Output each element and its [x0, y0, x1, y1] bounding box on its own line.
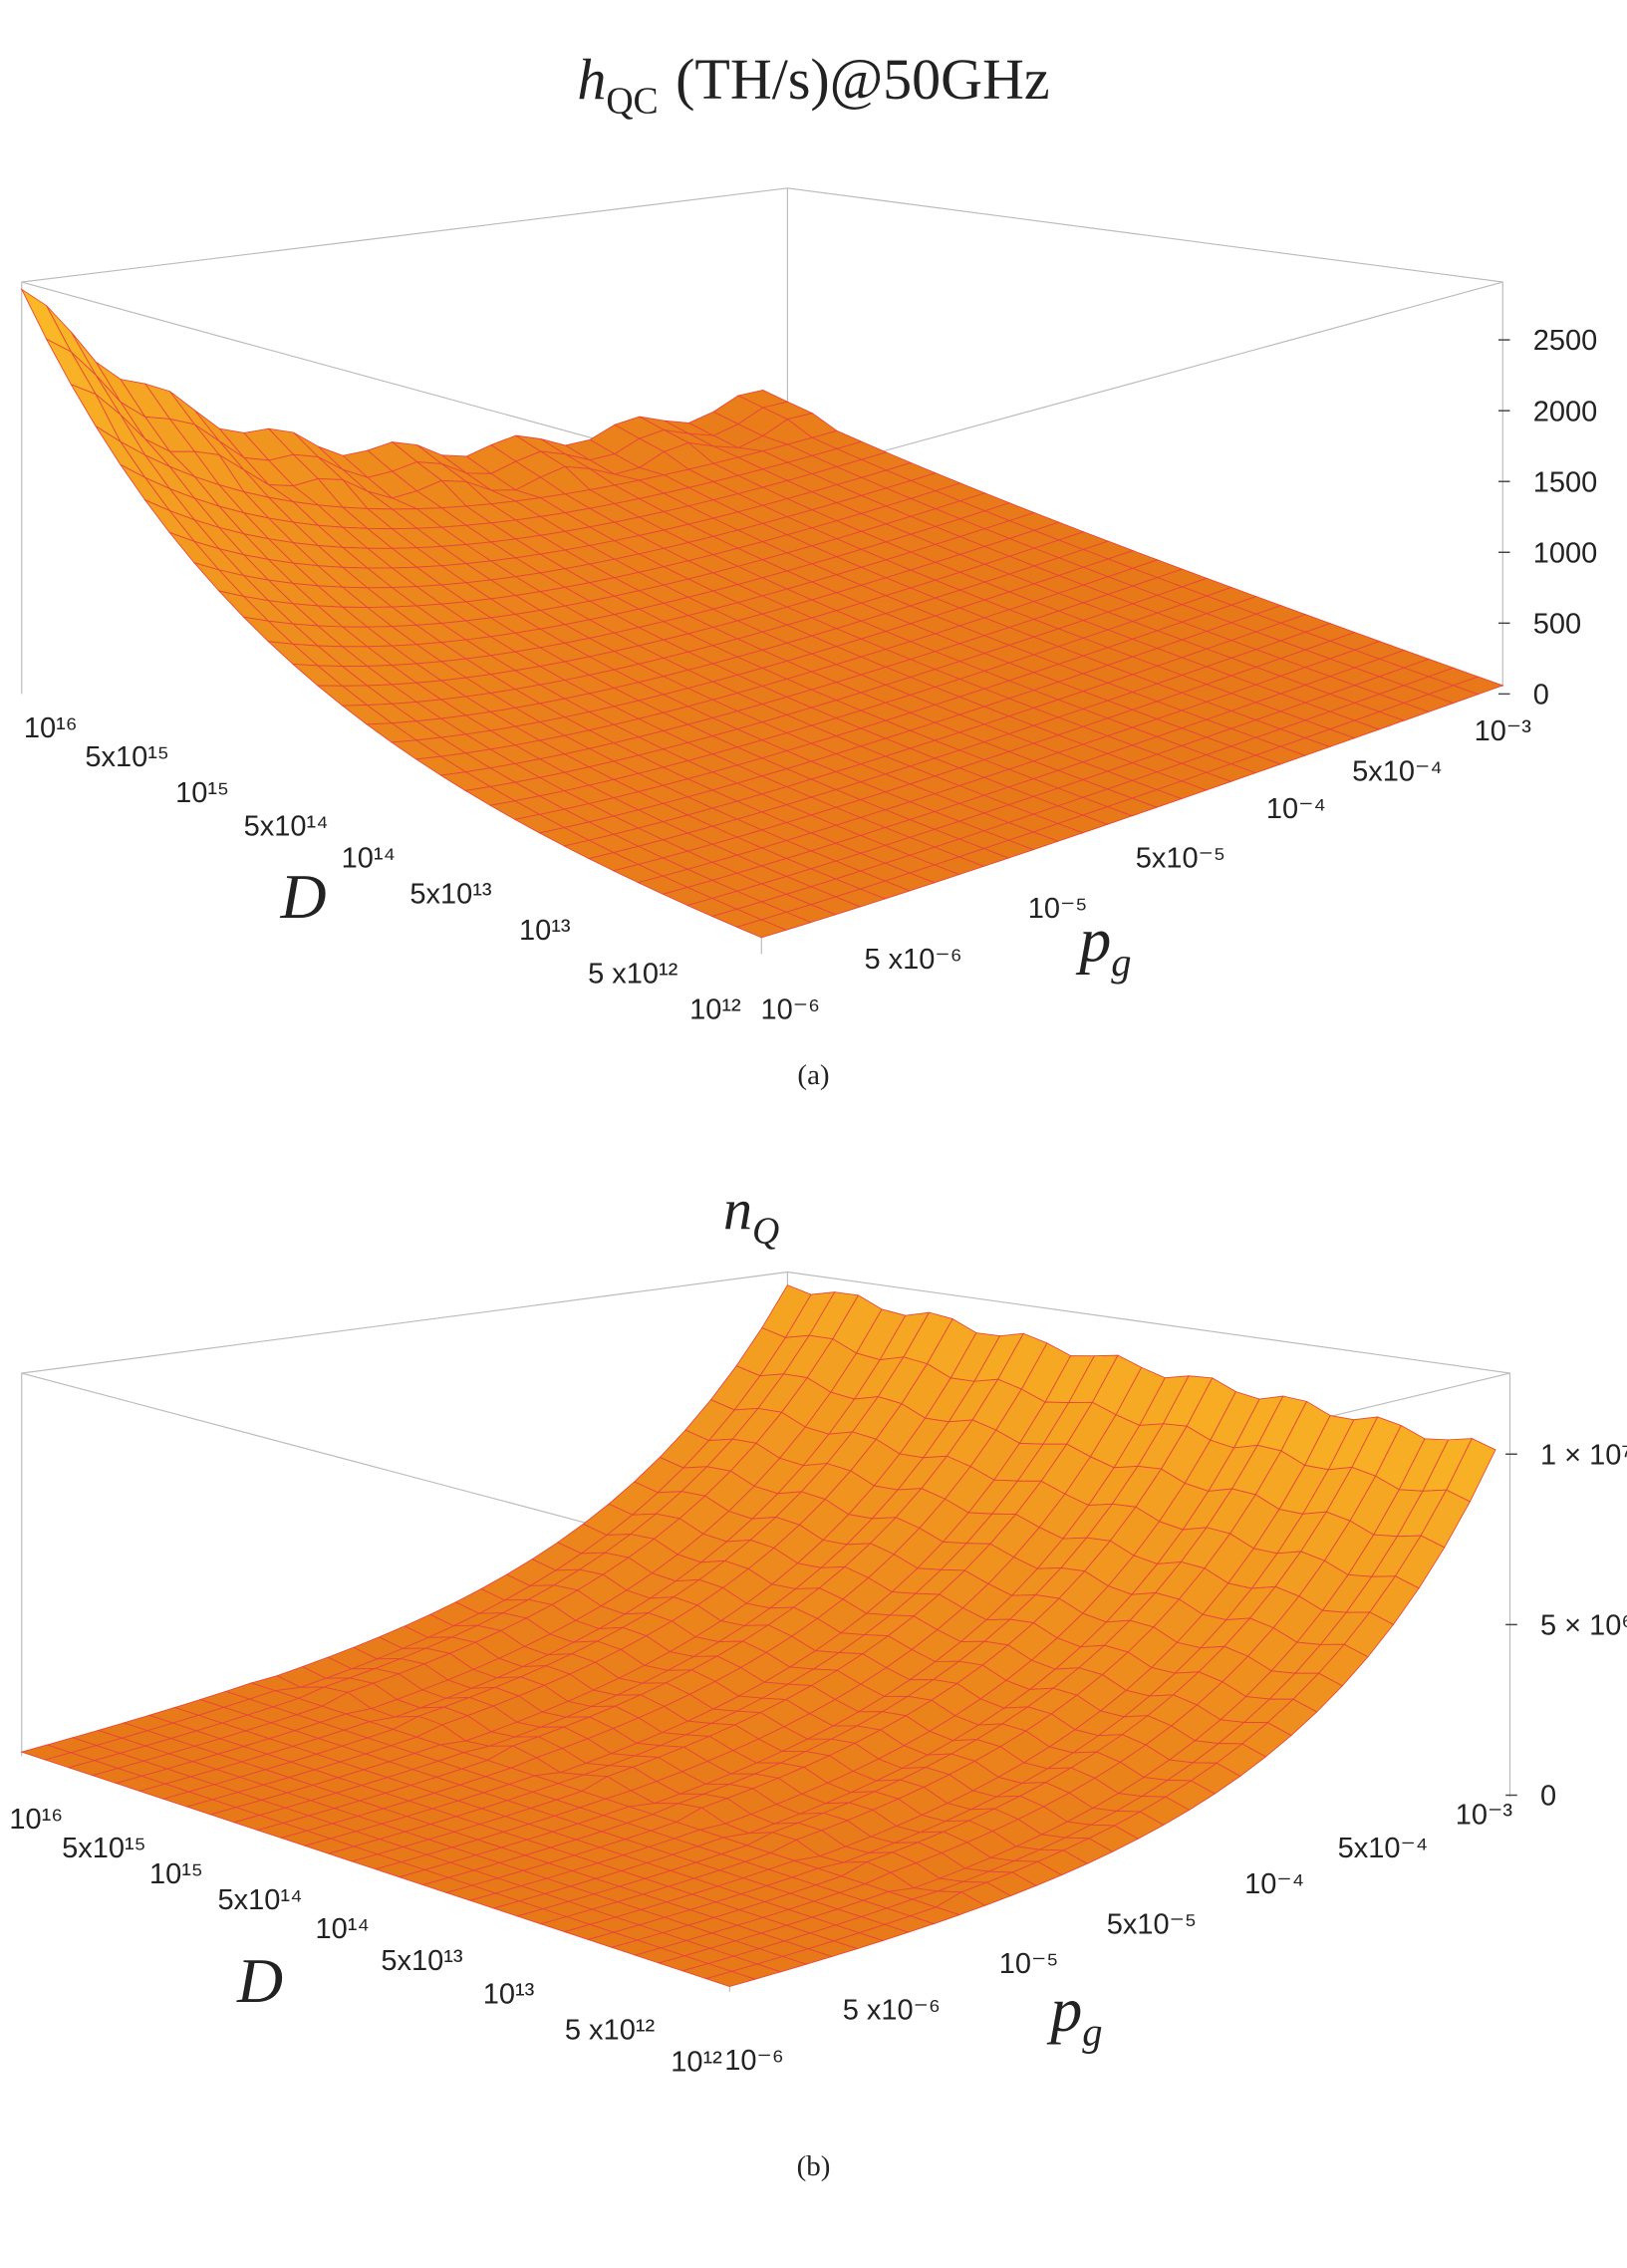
- x-tick-label: 5x10⁻⁵: [1107, 1909, 1197, 1941]
- y-tick-label: 10¹²: [671, 2046, 722, 2078]
- x-tick-label: 10⁻⁴: [1266, 793, 1326, 825]
- y-tick-label: 10¹⁵: [175, 777, 229, 809]
- y-tick-label: 10¹⁵: [149, 1858, 203, 1890]
- surface-plot: [20, 1284, 1496, 1987]
- x-axis-label: pg: [1046, 1974, 1102, 2055]
- x-tick-label: 10⁻⁶: [761, 994, 821, 1026]
- z-tick-label: 500: [1533, 608, 1581, 640]
- x-tick-label: 5x10⁻⁵: [1136, 842, 1225, 874]
- x-tick-label: 10⁻⁴: [1244, 1868, 1304, 1900]
- figure-caption: (a): [797, 1059, 829, 1091]
- z-tick-label: 5 × 10⁶: [1540, 1610, 1627, 1642]
- figure-title: nQ: [723, 1177, 779, 1253]
- figure-title: hQC (TH/s)@50GHz: [577, 47, 1049, 123]
- x-axis-symbol: p: [1046, 1974, 1082, 2045]
- x-tick-label: 10⁻⁶: [724, 2045, 784, 2077]
- y-tick-label: 5x10¹⁵: [85, 741, 169, 773]
- x-axis-subscript: g: [1111, 940, 1131, 985]
- x-tick-label: 10⁻³: [1475, 715, 1532, 747]
- z-tick-label: 2000: [1533, 396, 1598, 427]
- surface-plot: [20, 288, 1504, 939]
- surface-patch: [735, 919, 788, 939]
- y-tick-label: 10¹⁴: [316, 1913, 370, 1945]
- y-tick-label: 5x10¹⁴: [218, 1884, 303, 1916]
- y-tick-label: 10¹³: [519, 915, 571, 947]
- x-axis-subscript: g: [1082, 2009, 1102, 2054]
- x-tick-label: 5x10⁻⁴: [1338, 1833, 1429, 1864]
- x-tick-label: 10⁻⁵: [1028, 893, 1088, 925]
- x-tick-label: 10⁻⁵: [999, 1948, 1059, 1980]
- y-tick-label: 5x10¹⁴: [244, 811, 329, 843]
- z-tick-label: 0: [1540, 1781, 1556, 1813]
- x-tick-label: 5x10⁻⁴: [1352, 755, 1443, 787]
- y-tick-label: 10¹²: [689, 994, 741, 1026]
- title-subscript: QC: [606, 80, 658, 122]
- figure-caption: (b): [797, 2150, 831, 2182]
- z-tick-label: 1500: [1533, 466, 1598, 498]
- y-tick-label: 5x10¹³: [409, 879, 492, 911]
- x-tick-label: 5 x10⁻⁶: [864, 944, 961, 976]
- y-axis-label: D: [280, 861, 327, 932]
- y-tick-label: 10¹³: [483, 1978, 535, 2010]
- y-tick-label: 10¹⁴: [342, 842, 396, 874]
- surface-patch: [704, 1970, 757, 1987]
- x-axis-label: pg: [1075, 905, 1131, 986]
- x-axis-symbol: p: [1075, 905, 1111, 976]
- title-symbol: n: [723, 1177, 752, 1242]
- surface-patch: [20, 288, 73, 354]
- y-tick-label: 5x10¹³: [381, 1945, 463, 1977]
- z-tick-label: 1 × 10⁷: [1540, 1439, 1627, 1471]
- title-subscript: Q: [752, 1210, 779, 1252]
- y-tick-label: 5 x10¹²: [588, 958, 678, 990]
- x-tick-label: 10⁻³: [1456, 1800, 1513, 1832]
- z-tick-label: 2500: [1533, 325, 1598, 357]
- z-tick-label: 0: [1533, 680, 1549, 711]
- title-rest: (TH/s)@50GHz: [676, 47, 1050, 112]
- y-tick-label: 10¹⁶: [9, 1804, 63, 1836]
- y-tick-label: 5x10¹⁵: [62, 1833, 146, 1864]
- x-tick-label: 5 x10⁻⁶: [843, 1994, 941, 2026]
- y-axis-label: D: [236, 1945, 283, 2016]
- z-tick-label: 1000: [1533, 537, 1598, 569]
- y-tick-label: 10¹⁶: [24, 712, 78, 744]
- title-symbol: h: [577, 47, 606, 112]
- y-tick-label: 5 x10¹²: [565, 2015, 656, 2047]
